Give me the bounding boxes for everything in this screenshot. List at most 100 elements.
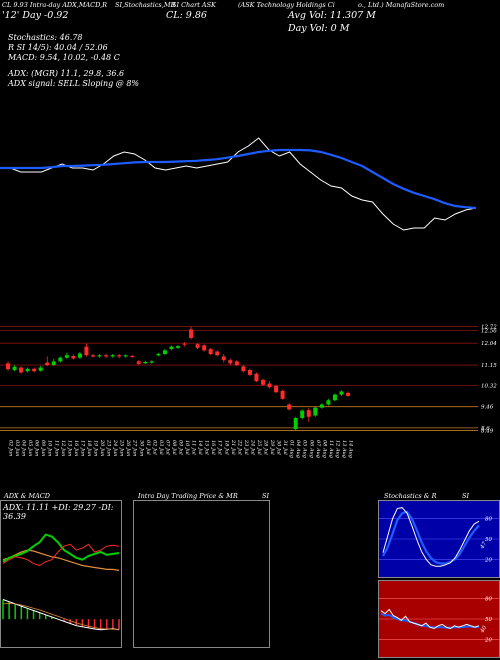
candle-body	[254, 373, 259, 382]
date-tick-label: 24 Jun	[112, 439, 118, 456]
date-tick-label: 02 Jul	[151, 440, 157, 455]
stochastics-plot: 80 50 20 47	[379, 507, 499, 567]
candle-body	[136, 361, 141, 364]
adx-readout: ADX: 11.11 +DI: 29.27 -DI: 36.39	[3, 503, 114, 521]
date-tick-label: 10 Jul	[184, 440, 190, 455]
date-tick-label: 23 Jun	[106, 439, 112, 456]
overview-series-price	[0, 137, 477, 231]
stoch-panel-title: Stochastics & R	[384, 492, 437, 500]
header-line1-mid: SI,Stochastics,MR	[115, 1, 176, 9]
date-tick-label: 16 Jun	[73, 440, 79, 456]
date-tick-label: 18 Jul	[223, 440, 229, 455]
header-day-change: '12' Day -0.92	[2, 10, 69, 21]
price-tick-label: 12.04	[481, 341, 497, 347]
adx-panel-title: ADX & MACD	[4, 492, 50, 500]
date-tick-label: 19 Jun	[93, 440, 99, 456]
price-tick-label: 8.6	[481, 426, 490, 432]
date-tick-label: 16 Jul	[210, 440, 216, 455]
date-tick-label: 17 Jun	[79, 440, 85, 456]
intraday-panel	[133, 500, 270, 648]
candle-body	[6, 363, 10, 370]
candle-body	[221, 356, 226, 361]
date-tick-label: 06 Aug	[308, 440, 314, 458]
candle-body	[195, 344, 200, 348]
candle-body	[247, 370, 252, 375]
date-tick-label: 13 Aug	[341, 440, 347, 458]
candle-body	[51, 361, 56, 366]
header-stochastics: Stochastics: 46.78	[8, 33, 83, 42]
price-tick-label: 9.46	[481, 405, 494, 411]
candle-body	[84, 346, 89, 356]
minus-di-line	[2, 543, 120, 567]
date-tick-label: 04 Jun	[21, 440, 27, 456]
date-tick-label: 22 Jul	[236, 439, 242, 455]
header-line1-left: CL 9.93 Intra-day ADX,MACD,R	[2, 1, 108, 9]
date-tick-label: 11 Aug	[328, 440, 334, 458]
date-tick-label: 01 Jul	[145, 440, 151, 455]
candle-body	[169, 346, 174, 350]
date-tick-label: 21 Jul	[230, 439, 236, 455]
candle-body	[215, 351, 220, 356]
price-tick-label: 11.15	[481, 363, 497, 369]
candle-body	[38, 367, 43, 371]
candle-body	[182, 343, 187, 345]
rsi-plot: 80 50 20 40	[379, 597, 499, 643]
date-tick-label: 05 Jun	[27, 440, 33, 456]
date-tick-label: 30 Jul	[276, 440, 282, 455]
candle-body	[162, 350, 167, 354]
candle-body	[143, 361, 148, 364]
candle-body	[71, 355, 76, 359]
date-tick-label: 12 Aug	[334, 440, 340, 458]
candle-body	[208, 349, 213, 354]
candle-body	[261, 379, 265, 385]
candle-body	[313, 407, 318, 416]
stochastics-panel: 80 50 20 47	[378, 500, 500, 578]
candle-body	[332, 394, 337, 401]
date-tick-label: 06 Jun	[34, 440, 40, 456]
date-tick-label: 03 Jul	[158, 440, 164, 455]
date-tick-label: 08 Jul	[171, 440, 177, 455]
intraday-panel-title: Intra Day Trading Price & MR	[138, 492, 238, 500]
candle-body	[267, 383, 272, 388]
candle-body	[274, 386, 279, 393]
rsi-tick-label: 80	[485, 597, 492, 603]
plus-di-line	[2, 533, 120, 563]
date-tick-label: 09 Jul	[178, 440, 184, 455]
candle-body	[156, 354, 161, 356]
intraday-panel-title-right: SI	[262, 492, 270, 500]
candle-body	[32, 368, 37, 372]
date-tick-label: 25 Jun	[119, 439, 125, 456]
candle-body	[339, 391, 344, 395]
date-tick-label: 13 Jun	[66, 440, 72, 456]
date-tick-label: 07 Aug	[315, 440, 321, 458]
date-tick-label: 11 Jun	[53, 440, 59, 456]
date-tick-label: 08 Aug	[321, 440, 327, 458]
price-tick-label: 8.49	[481, 429, 494, 435]
candle-body	[117, 355, 122, 357]
header-day-volume: Day Vol: 0 M	[288, 23, 350, 34]
price-tick-label: 12.72	[481, 324, 497, 330]
rsi-panel: 80 50 20 40	[378, 580, 500, 658]
date-tick-label: 15 Jul	[204, 440, 210, 455]
candle-body	[97, 355, 102, 357]
candle-body	[64, 355, 69, 358]
candle-body	[234, 361, 239, 366]
header-close: CL: 9.86	[166, 10, 207, 21]
date-tick-label: 03 Jun	[14, 440, 20, 456]
candle-body	[346, 392, 350, 396]
rsi-tick-label: 50	[485, 617, 492, 623]
stoch-slow-line	[382, 510, 480, 565]
candle-body	[149, 361, 154, 363]
overview-line-chart	[0, 137, 477, 231]
date-tick-label: 09 Jun	[40, 440, 46, 456]
candle-body	[104, 355, 109, 357]
date-tick-label: 02 Jun	[8, 440, 14, 456]
candle-body	[58, 357, 63, 362]
stoch-tick-label: 80	[485, 517, 492, 523]
date-tick-label: 18 Jun	[86, 440, 92, 456]
overview-series-average	[0, 148, 477, 210]
stoch-tick-label: 50	[485, 537, 492, 543]
price-tick-label: 10.32	[481, 384, 497, 390]
date-tick-label: 25 Jul	[256, 439, 262, 455]
